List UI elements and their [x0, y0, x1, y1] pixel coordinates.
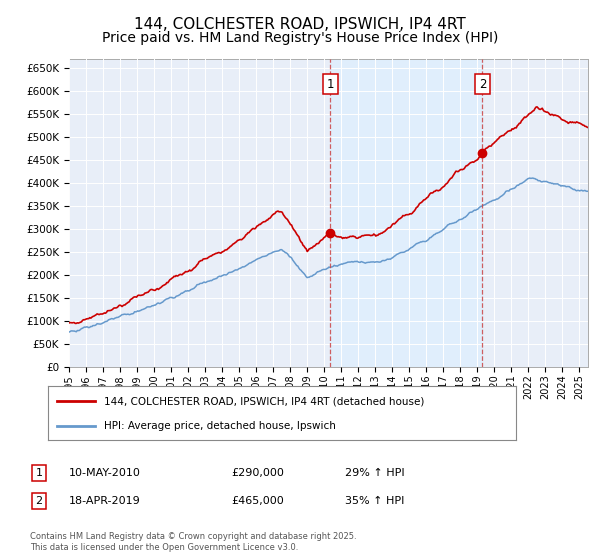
Text: 35% ↑ HPI: 35% ↑ HPI — [345, 496, 404, 506]
Text: Contains HM Land Registry data © Crown copyright and database right 2025.
This d: Contains HM Land Registry data © Crown c… — [30, 532, 356, 552]
Text: 1: 1 — [326, 78, 334, 91]
Text: 10-MAY-2010: 10-MAY-2010 — [69, 468, 141, 478]
Text: 2: 2 — [35, 496, 43, 506]
Text: 144, COLCHESTER ROAD, IPSWICH, IP4 4RT: 144, COLCHESTER ROAD, IPSWICH, IP4 4RT — [134, 17, 466, 32]
Bar — [331, 59, 482, 367]
Text: 144, COLCHESTER ROAD, IPSWICH, IP4 4RT (detached house): 144, COLCHESTER ROAD, IPSWICH, IP4 4RT (… — [104, 396, 425, 407]
Text: £290,000: £290,000 — [231, 468, 284, 478]
Text: £465,000: £465,000 — [231, 496, 284, 506]
Text: HPI: Average price, detached house, Ipswich: HPI: Average price, detached house, Ipsw… — [104, 421, 336, 431]
Text: 1: 1 — [35, 468, 43, 478]
Text: 2: 2 — [479, 78, 486, 91]
Text: 29% ↑ HPI: 29% ↑ HPI — [345, 468, 404, 478]
Text: 18-APR-2019: 18-APR-2019 — [69, 496, 141, 506]
Text: Price paid vs. HM Land Registry's House Price Index (HPI): Price paid vs. HM Land Registry's House … — [102, 31, 498, 45]
